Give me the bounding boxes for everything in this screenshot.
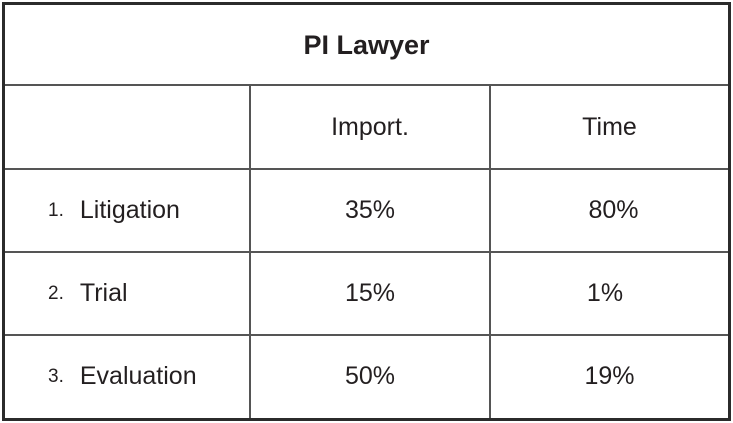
- header-import: Import.: [331, 112, 409, 141]
- row-divider: [5, 251, 728, 253]
- table-row-label: 3. Evaluation: [48, 336, 197, 417]
- column-divider: [249, 85, 251, 418]
- row-number: 1.: [48, 199, 64, 221]
- import-value: 15%: [344, 279, 396, 307]
- row-label: Evaluation: [79, 362, 197, 390]
- import-value: 35%: [344, 196, 396, 224]
- row-number: 2.: [48, 282, 64, 304]
- import-value: 50%: [344, 362, 396, 390]
- table-row-label: 1. Litigation: [48, 170, 180, 251]
- row-divider: [5, 84, 728, 86]
- column-divider: [489, 85, 491, 418]
- table-title: PI Lawyer: [303, 29, 430, 60]
- time-value: 1%: [586, 279, 624, 307]
- time-value: 19%: [584, 362, 635, 390]
- row-label: Litigation: [79, 196, 180, 224]
- row-divider: [5, 334, 728, 336]
- time-value: 80%: [588, 196, 639, 224]
- header-time: Time: [582, 112, 637, 141]
- row-label: Trial: [79, 279, 128, 307]
- row-divider: [5, 168, 728, 170]
- row-number: 3.: [48, 365, 64, 387]
- table-row-label: 2. Trial: [48, 253, 128, 334]
